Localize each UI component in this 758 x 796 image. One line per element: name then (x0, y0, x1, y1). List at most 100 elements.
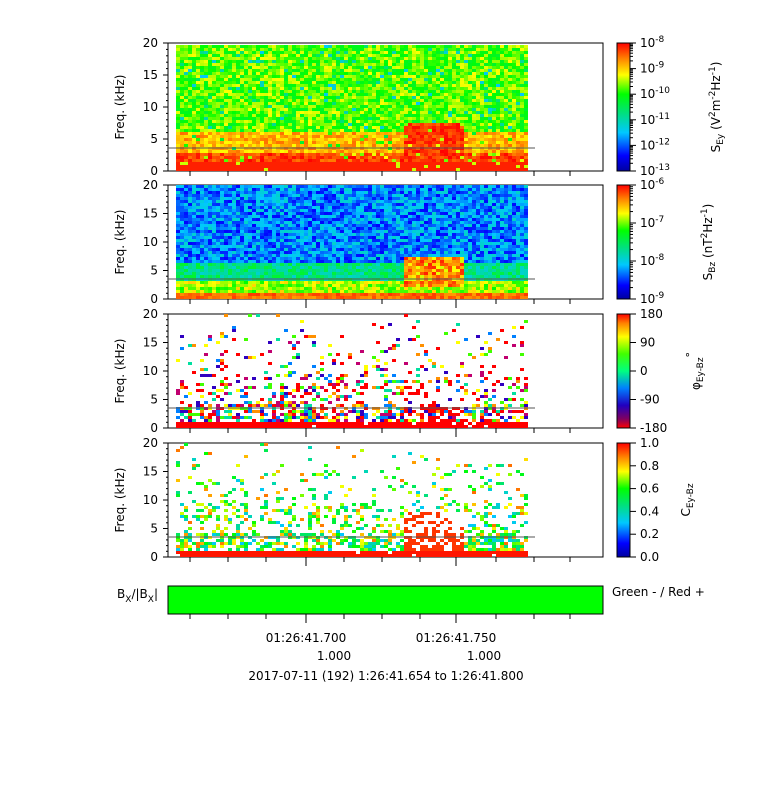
spectrogram-cell (256, 117, 260, 120)
spectrogram-cell (516, 144, 520, 147)
spectrogram-cell (176, 254, 180, 257)
spectrogram-cell (268, 135, 272, 138)
spectrogram-cell (268, 69, 272, 72)
spectrogram-cell (192, 69, 196, 72)
spectrogram-cell (208, 81, 212, 84)
spectrogram-cell (304, 96, 308, 99)
spectrogram-cell (280, 51, 284, 54)
spectrogram-cell (200, 114, 204, 117)
spectrogram-cell (516, 99, 520, 102)
spectrogram-cell (228, 215, 232, 218)
spectrogram-cell (452, 81, 456, 84)
spectrogram-cell (292, 45, 296, 48)
spectrogram-cell (276, 168, 280, 171)
spectrogram-cell (512, 93, 516, 96)
spectrogram-cell (420, 99, 424, 102)
spectrogram-cell (284, 78, 288, 81)
spectrogram-cell (392, 159, 396, 162)
spectrogram-cell (368, 156, 372, 159)
spectrogram-cell (408, 81, 412, 84)
spectrogram-cell (344, 57, 348, 60)
spectrogram-cell (188, 248, 192, 251)
spectrogram-cell (268, 123, 272, 126)
spectrogram-cell (292, 266, 296, 269)
spectrogram-cell (316, 108, 320, 111)
spectrogram-cell (276, 290, 280, 293)
spectrogram-cell (192, 156, 196, 159)
spectrogram-cell (204, 191, 208, 194)
spectrogram-cell (228, 108, 232, 111)
spectrogram-cell (356, 150, 360, 153)
spectrogram-cell (260, 188, 264, 191)
spectrogram-cell (384, 102, 388, 105)
spectrogram-cell (448, 117, 452, 120)
spectrogram-cell (488, 120, 492, 123)
spectrogram-cell (516, 126, 520, 129)
spectrogram-cell (268, 236, 272, 239)
spectrogram-cell (248, 132, 252, 135)
spectrogram-cell (280, 54, 284, 57)
spectrogram-cell (308, 102, 312, 105)
spectrogram-cell (276, 162, 280, 165)
spectrogram-cell (516, 96, 520, 99)
spectrogram-cell (480, 66, 484, 69)
spectrogram-cell (380, 51, 384, 54)
spectrogram-cell (416, 45, 420, 48)
spectrogram-cell (292, 105, 296, 108)
spectrogram-cell (516, 57, 520, 60)
spectrogram-cell (452, 132, 456, 135)
spectrogram-cell (184, 114, 188, 117)
spectrogram-cell (200, 197, 204, 200)
spectrogram-cell (476, 102, 480, 105)
spectrogram-cell (324, 45, 328, 48)
spectrogram-cell (264, 108, 268, 111)
spectrogram-cell (468, 144, 472, 147)
spectrogram-cell (224, 102, 228, 105)
spectrogram-cell (244, 233, 248, 236)
spectrogram-cell (376, 84, 380, 87)
spectrogram-cell (428, 90, 432, 93)
spectrogram-cell (292, 162, 296, 165)
spectrogram-cell (432, 48, 436, 51)
spectrogram-cell (304, 159, 308, 162)
spectrogram-cell (372, 87, 376, 90)
spectrogram-cell (456, 48, 460, 51)
spectrogram-cell (384, 162, 388, 165)
spectrogram-cell (260, 159, 264, 162)
spectrogram-cell (400, 156, 404, 159)
spectrogram-cell (328, 165, 332, 168)
spectrogram-cell (228, 81, 232, 84)
spectrogram-cell (288, 108, 292, 111)
spectrogram-cell (368, 129, 372, 132)
spectrogram-cell (252, 153, 256, 156)
spectrogram-cell (416, 69, 420, 72)
spectrogram-cell (436, 126, 440, 129)
spectrogram-cell (360, 54, 364, 57)
spectrogram-cell (192, 218, 196, 221)
spectrogram-cell (228, 105, 232, 108)
spectrogram-cell (208, 215, 212, 218)
spectrogram-cell (496, 90, 500, 93)
spectrogram-cell (304, 93, 308, 96)
spectrogram-cell (404, 123, 408, 126)
spectrogram-cell (476, 165, 480, 168)
spectrogram-cell (484, 141, 488, 144)
spectrogram-cell (308, 144, 312, 147)
spectrogram-cell (516, 129, 520, 132)
spectrogram-cell (268, 51, 272, 54)
spectrogram-cell (344, 132, 348, 135)
spectrogram-cell (236, 194, 240, 197)
spectrogram-cell (204, 138, 208, 141)
spectrogram-cell (500, 78, 504, 81)
spectrogram-cell (260, 51, 264, 54)
spectrogram-cell (308, 120, 312, 123)
spectrogram-cell (284, 99, 288, 102)
spectrogram-cell (208, 245, 212, 248)
spectrogram-cell (512, 138, 516, 141)
spectrogram-cell (384, 141, 388, 144)
spectrogram-cell (392, 129, 396, 132)
spectrogram-cell (480, 168, 484, 171)
spectrogram-cell (180, 212, 184, 215)
spectrogram-cell (508, 123, 512, 126)
spectrogram-cell (248, 135, 252, 138)
